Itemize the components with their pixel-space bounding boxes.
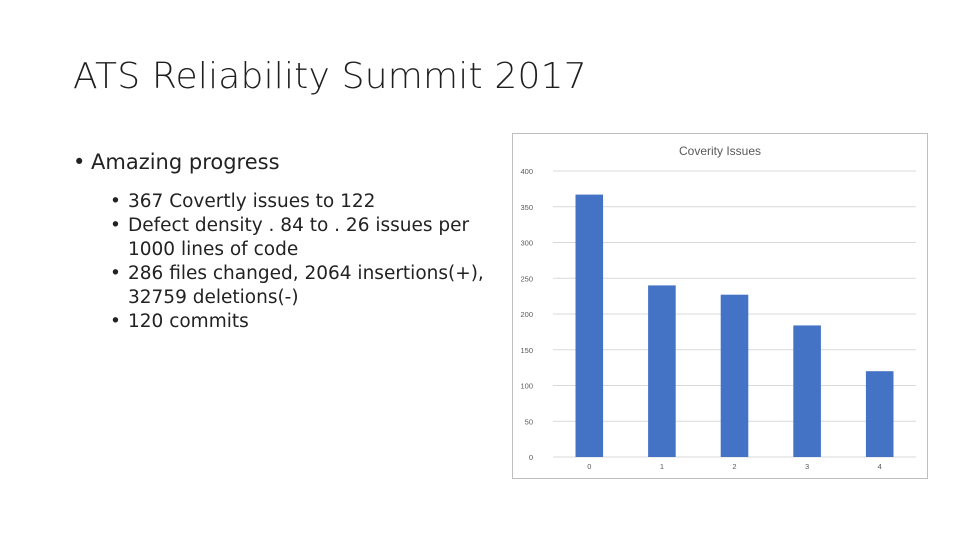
bar-1: [648, 285, 676, 457]
bullet-dot-icon: •: [110, 215, 121, 236]
sub-bullet-files-changed: • 286 files changed, 2064 insertions(+), …: [73, 262, 493, 310]
y-tick-label: 250: [520, 274, 533, 283]
y-tick-label: 400: [520, 167, 533, 176]
sub-bullet-text: 120 commits: [128, 311, 249, 332]
bar-0: [575, 194, 604, 457]
chart-frame: Coverity Issues 0 50 100 150 200 250 300 350 400…: [512, 133, 928, 479]
y-tick-label: 50: [525, 417, 533, 426]
bullet-dot-icon: •: [110, 311, 121, 332]
coverity-issues-chart: Coverity Issues 050100150200250300350400…: [520, 144, 916, 471]
bar-2: [720, 294, 749, 457]
sub-bullet-text: Defect density . 84 to . 26 issues per 1…: [128, 215, 470, 260]
bullet-amazing-progress: Amazing progress: [73, 148, 493, 176]
chart-x-axis: 0 1 2 3 4: [587, 462, 882, 471]
slide-title: ATS Reliability Summit 2017: [73, 56, 587, 97]
sub-bullet-text: 286 files changed, 2064 insertions(+), 3…: [128, 263, 484, 308]
bar-3: [793, 325, 821, 457]
x-tick-label: 2: [732, 462, 736, 471]
x-tick-label: 1: [660, 462, 664, 471]
y-tick-label: 100: [520, 382, 533, 391]
bullet-dot-icon: •: [110, 263, 121, 284]
y-tick-label: 200: [520, 310, 533, 319]
chart-bars: [575, 194, 894, 457]
sub-bullet-commits: • 120 commits: [73, 310, 493, 334]
x-tick-label: 0: [587, 462, 591, 471]
x-tick-label: 3: [805, 462, 809, 471]
bullet-dot-icon: •: [110, 191, 121, 212]
y-tick-label: 300: [520, 239, 533, 248]
sub-bullet-defect-density: • Defect density . 84 to . 26 issues per …: [73, 214, 493, 262]
y-tick-label: 350: [520, 203, 533, 212]
slide-body: Amazing progress • 367 Covertly issues to…: [73, 148, 493, 334]
y-tick-label: 0: [529, 453, 533, 462]
chart-title: Coverity Issues: [679, 144, 761, 158]
sub-bullet-issues: • 367 Covertly issues to 122: [73, 190, 493, 214]
chart-y-axis: 0 50 100 150 200 250 300 350 400: [520, 167, 533, 462]
y-tick-label: 150: [520, 346, 533, 355]
bar-4: [865, 371, 894, 457]
sub-bullet-text: 367 Covertly issues to 122: [128, 191, 376, 212]
sub-bullet-list: • 367 Covertly issues to 122 • Defect dens…: [73, 190, 493, 334]
x-tick-label: 4: [878, 462, 882, 471]
